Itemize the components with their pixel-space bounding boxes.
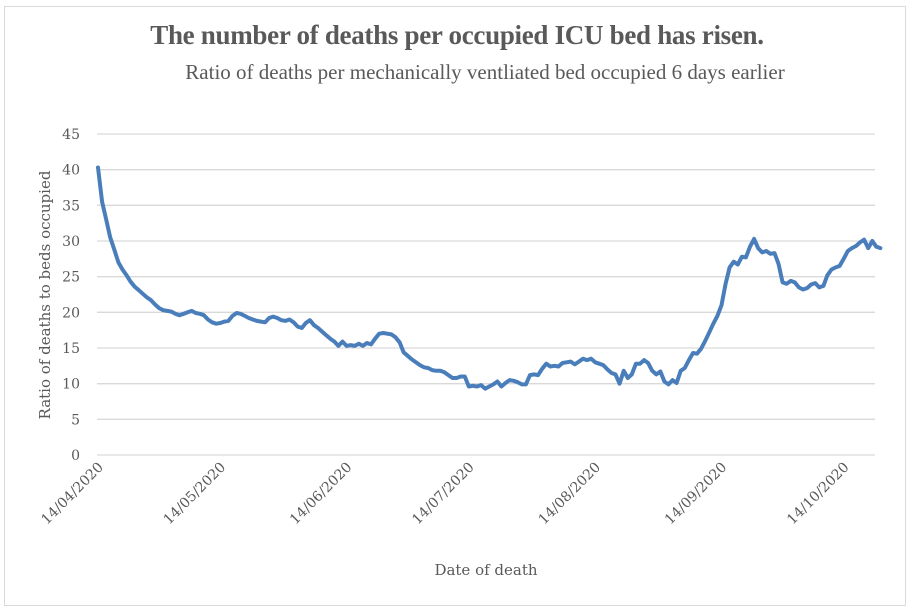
x-tick-label: 14/09/2020 <box>662 460 730 528</box>
x-tick-label: 14/07/2020 <box>409 460 477 528</box>
y-tick-label: 45 <box>62 127 80 143</box>
x-tick-label: 14/06/2020 <box>287 460 355 528</box>
gridlines <box>97 133 875 456</box>
y-tick-label: 5 <box>71 412 80 428</box>
y-tick-label: 20 <box>62 305 80 321</box>
series-line <box>96 165 883 391</box>
x-tick-label: 14/04/2020 <box>38 460 106 528</box>
y-tick-label: 30 <box>62 234 80 250</box>
y-tick-label: 25 <box>62 270 80 286</box>
x-tick-label: 14/08/2020 <box>536 460 604 528</box>
y-axis-title: Ratio of deaths to beds occupied <box>36 170 54 419</box>
x-tick-label: 14/05/2020 <box>161 460 229 528</box>
y-tick-label: 15 <box>62 341 80 357</box>
x-axis-ticks: 14/04/2020 14/05/2020 14/06/2020 14/07/2020… <box>38 460 852 528</box>
y-tick-label: 40 <box>62 163 80 179</box>
x-axis-title: Date of death <box>434 561 537 579</box>
chart-subtitle: Ratio of deaths per mechanically ventlia… <box>185 60 785 84</box>
y-tick-label: 10 <box>62 377 80 393</box>
y-tick-label: 0 <box>71 448 80 464</box>
x-tick-label: 14/10/2020 <box>784 460 852 528</box>
chart-title: The number of deaths per occupied ICU be… <box>150 20 764 50</box>
y-axis-ticks: 0 5 10 15 20 25 30 35 40 45 <box>62 127 80 464</box>
y-tick-label: 35 <box>62 198 80 214</box>
